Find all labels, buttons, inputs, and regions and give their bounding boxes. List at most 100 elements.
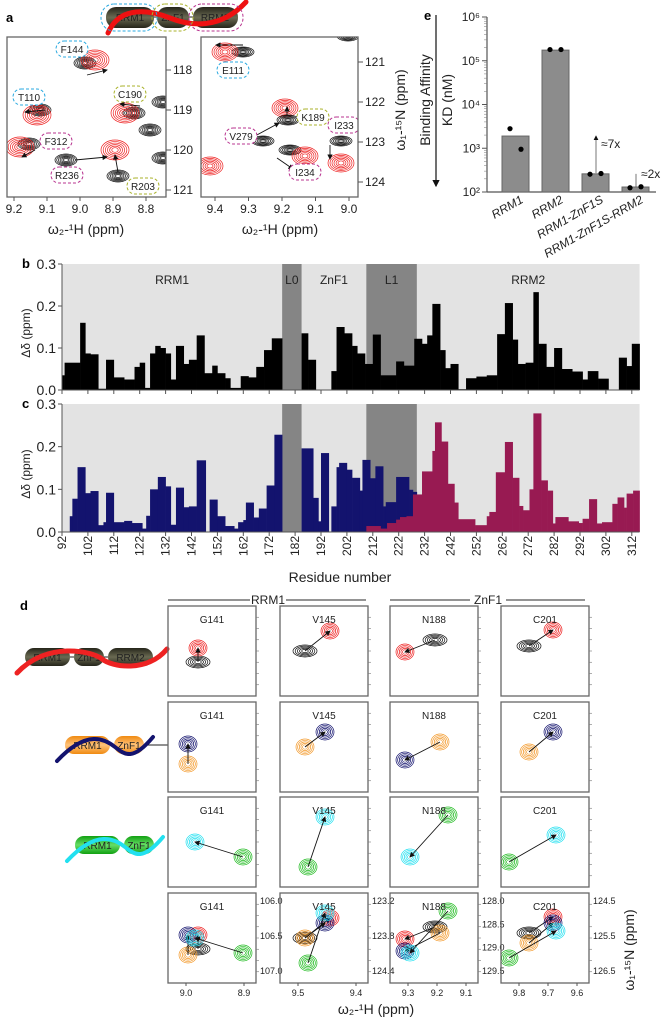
y-tick-label-e: 10³	[463, 141, 480, 155]
spectrum-n188-row4	[395, 902, 458, 962]
residue-bar	[113, 522, 125, 532]
y-axis-title-e: KD (nM)	[439, 74, 455, 126]
residue-label: V145	[312, 806, 336, 817]
peak-contour	[7, 136, 35, 158]
shift-arrow	[276, 157, 294, 170]
panel-label-b: b	[22, 256, 30, 271]
residue-label: V145	[312, 902, 336, 913]
x-tick-label: 182	[288, 536, 302, 556]
y-tick-label: 106.5	[260, 931, 283, 941]
y-tick-label: 123.2	[372, 896, 395, 906]
peak-contour	[122, 106, 146, 120]
residue-bar	[396, 519, 401, 532]
residue-bar	[414, 338, 423, 390]
peak-contour	[336, 37, 358, 42]
peak-contour	[100, 139, 130, 161]
residue-bar	[523, 510, 530, 532]
residue-bar	[318, 521, 322, 532]
residue-bar	[525, 362, 534, 390]
shift-arrow	[194, 936, 244, 954]
peak-contour	[291, 146, 319, 166]
residue-bar	[69, 516, 73, 532]
residue-bar	[519, 505, 524, 532]
y-tick-label: 123.8	[372, 931, 395, 941]
residue-bar	[422, 343, 428, 390]
residue-bar	[450, 363, 459, 390]
y-tick-label: 107.0	[260, 966, 283, 976]
shift-arrow	[113, 154, 119, 173]
annotation-2x: ≈2x	[641, 167, 660, 181]
residue-bar	[486, 516, 490, 532]
residue-bar	[504, 303, 513, 390]
peak-label: I234	[288, 163, 322, 181]
spectrum-n188-row1	[395, 633, 448, 661]
residue-label: V145	[312, 711, 336, 722]
peak-contour	[138, 123, 162, 137]
y-tick-label: 129.0	[482, 943, 505, 953]
x-tick-label: 142	[185, 536, 199, 556]
residue-bar	[62, 375, 65, 390]
residue-bar	[476, 376, 488, 390]
y-tick-label: 124	[365, 175, 385, 189]
residue-bar	[441, 441, 449, 532]
residue-bar	[357, 353, 366, 390]
domain-label: ZnF1	[127, 841, 151, 852]
residue-bar	[165, 486, 172, 532]
residue-bar	[387, 523, 397, 532]
residue-label: G141	[200, 806, 225, 817]
y-tick-label: 0.1	[37, 481, 57, 497]
peak-contour	[422, 633, 448, 647]
shift-arrow	[404, 741, 441, 761]
residue-bar	[432, 450, 436, 532]
residue-bar	[504, 441, 513, 532]
residue-bar	[264, 350, 273, 390]
shift-arrow	[409, 910, 449, 954]
residue-bar	[106, 359, 115, 390]
data-point	[547, 46, 553, 53]
residue-bar	[512, 339, 519, 390]
construct-cartoon-3: RRM1 ZnF1	[65, 835, 165, 863]
spectrum-g141-row3	[185, 833, 253, 866]
x-tick-label: 282	[547, 536, 561, 556]
residue-bar	[253, 517, 260, 532]
spectrum-c201-row1	[516, 621, 563, 653]
bar-rrm1	[501, 135, 530, 193]
residue-bar	[170, 379, 177, 390]
y-axis-title: Δδ (ppm)	[19, 449, 33, 498]
residue-bar	[432, 303, 441, 390]
spectrum-n188-row2	[395, 733, 450, 769]
y-tick-label: 0.0	[37, 524, 57, 540]
x-tick-label: 8.9	[238, 988, 251, 998]
peak-contour	[438, 806, 458, 824]
x-axis-title-a-right: ω₂-¹H (ppm)	[242, 221, 318, 237]
construct-cartoon-1: RRM1 ZnF1 RRM2	[14, 646, 170, 676]
x-tick-label: 312	[625, 536, 639, 556]
residue-bar	[313, 497, 319, 532]
svg-text:V279: V279	[229, 132, 253, 143]
residue-bar	[383, 506, 387, 532]
residue-bar	[80, 322, 86, 390]
residue-bar	[139, 362, 146, 390]
peak-contour	[185, 833, 205, 851]
residue-bar	[90, 354, 99, 390]
residue-bar	[175, 487, 185, 532]
y-tick-label: 125.5	[593, 931, 616, 941]
spectrum-c201-row3	[501, 826, 566, 871]
peak-contour	[516, 639, 542, 653]
residue-bar	[346, 469, 353, 532]
residue-bar	[529, 489, 534, 532]
group-header-rrm1: RRM1	[168, 593, 366, 607]
data-point	[507, 126, 513, 132]
shift-arrow	[307, 816, 327, 868]
residue-bar	[533, 292, 539, 390]
y-axis-title-d: ω₁-¹⁵N (ppm)	[621, 909, 637, 990]
bar-rrm2	[541, 49, 570, 193]
residue-bar	[626, 493, 634, 532]
annotation-7x: ≈7x	[601, 137, 620, 151]
svg-text:T110: T110	[18, 93, 40, 104]
x-axis-title-a-left: ω₂-¹H (ppm)	[48, 221, 124, 237]
residue-bar	[209, 499, 218, 532]
region-label-rrm1: RRM1	[155, 273, 189, 287]
residue-label: G141	[200, 902, 225, 913]
residue-bar	[98, 525, 104, 532]
